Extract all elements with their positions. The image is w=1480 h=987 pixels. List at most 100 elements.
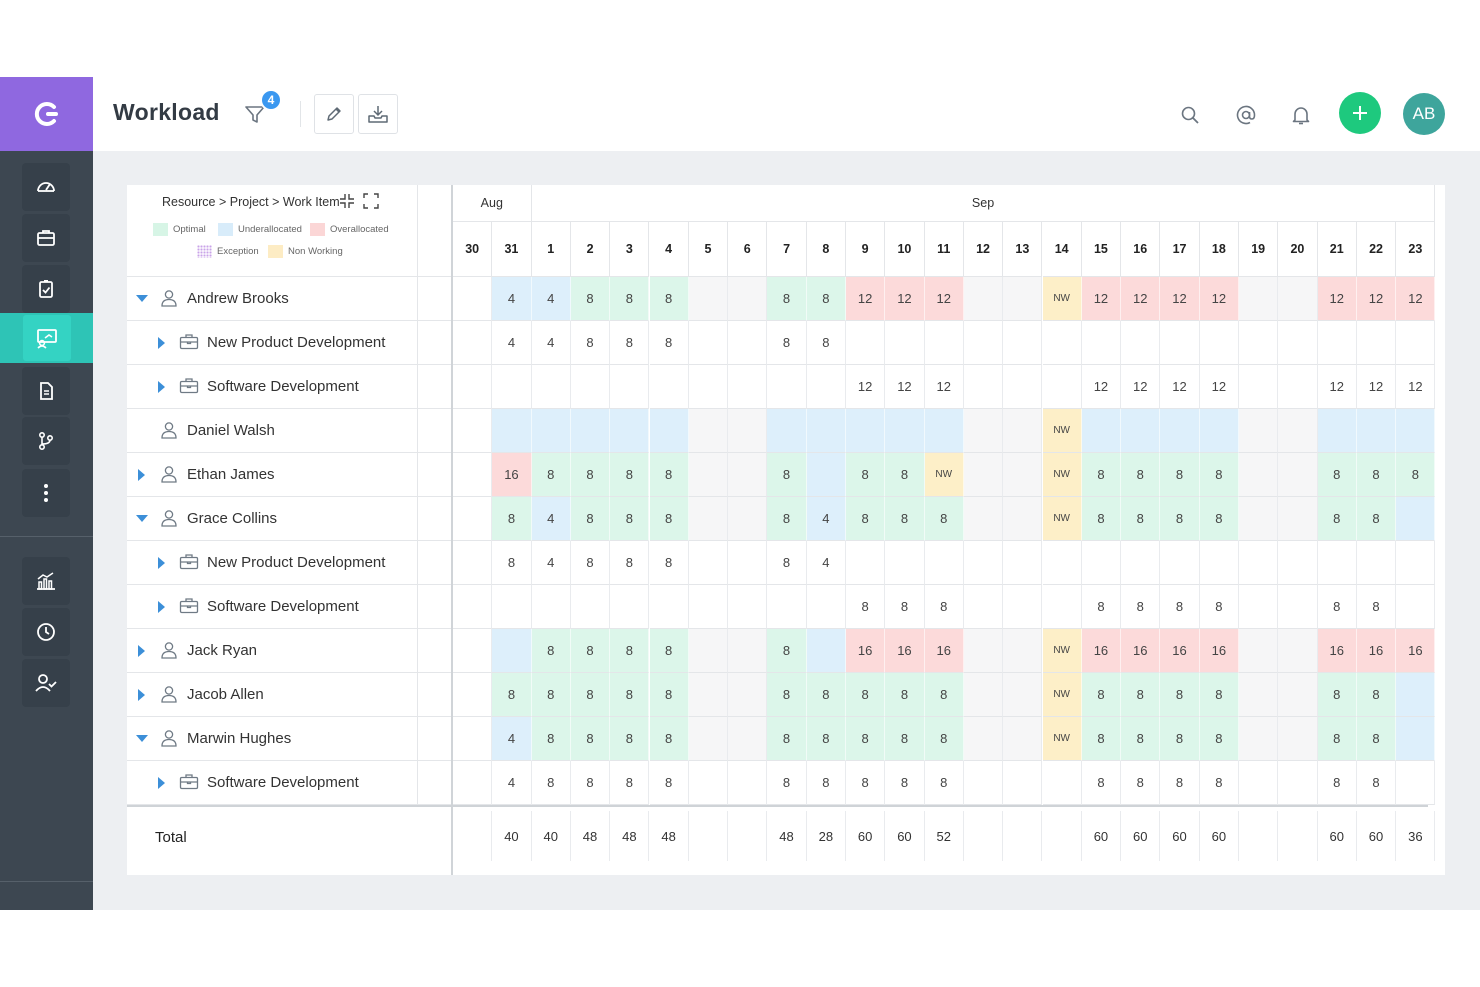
allocation-cell[interactable]: 8 (1199, 673, 1239, 717)
allocation-cell[interactable]: 8 (492, 673, 532, 717)
caret-right-icon[interactable] (156, 337, 168, 349)
allocation-cell[interactable]: 4 (531, 497, 571, 541)
caret-down-icon[interactable] (136, 733, 148, 745)
allocation-cell[interactable]: 12 (924, 365, 964, 409)
allocation-cell[interactable]: 12 (1396, 277, 1436, 321)
allocation-cell[interactable]: 12 (1317, 277, 1357, 321)
allocation-cell[interactable]: 8 (1081, 585, 1122, 629)
allocation-cell[interactable]: 8 (610, 673, 650, 717)
allocation-cell[interactable]: 8 (885, 761, 925, 805)
resource-row[interactable]: Jacob Allen (127, 673, 452, 717)
allocation-cell[interactable]: 8 (1356, 585, 1397, 629)
allocation-cell[interactable] (649, 409, 689, 453)
allocation-cell[interactable]: 8 (649, 541, 689, 585)
allocation-cell[interactable]: 12 (1356, 277, 1397, 321)
allocation-cell[interactable]: 8 (1121, 761, 1161, 805)
allocation-cell[interactable]: 8 (649, 761, 689, 805)
allocation-cell[interactable]: 8 (1199, 761, 1239, 805)
allocation-cell[interactable]: 8 (1317, 673, 1357, 717)
allocation-cell[interactable]: 8 (610, 277, 650, 321)
allocation-cell[interactable] (728, 673, 768, 717)
allocation-cell[interactable] (728, 409, 768, 453)
allocation-cell[interactable] (1003, 673, 1043, 717)
allocation-cell[interactable] (885, 321, 925, 365)
project-row[interactable]: Software Development (127, 365, 452, 409)
allocation-cell[interactable] (610, 585, 650, 629)
allocation-cell[interactable] (1239, 321, 1279, 365)
allocation-cell[interactable] (963, 453, 1004, 497)
allocation-cell[interactable] (492, 409, 532, 453)
allocation-cell[interactable]: 8 (531, 629, 571, 673)
allocation-cell[interactable] (1003, 365, 1043, 409)
allocation-cell[interactable] (924, 409, 964, 453)
allocation-cell[interactable]: 8 (767, 717, 807, 761)
allocation-cell[interactable] (492, 365, 532, 409)
allocation-cell[interactable] (728, 717, 768, 761)
allocation-cell[interactable] (767, 365, 807, 409)
allocation-cell[interactable]: 16 (492, 453, 532, 497)
allocation-cell[interactable] (453, 321, 493, 365)
allocation-cell[interactable] (492, 629, 532, 673)
sidebar-item-more[interactable] (22, 469, 70, 517)
allocation-cell[interactable] (1239, 409, 1279, 453)
allocation-cell[interactable]: 4 (492, 277, 532, 321)
allocation-cell[interactable]: 8 (1081, 717, 1122, 761)
allocation-cell[interactable]: 4 (806, 541, 846, 585)
allocation-cell[interactable]: 8 (531, 717, 571, 761)
allocation-cell[interactable] (728, 277, 768, 321)
allocation-cell[interactable] (963, 629, 1004, 673)
allocation-cell[interactable] (453, 365, 493, 409)
allocation-cell[interactable] (453, 585, 493, 629)
allocation-cell[interactable]: 8 (1121, 673, 1161, 717)
allocation-cell[interactable]: 12 (1121, 277, 1161, 321)
allocation-cell[interactable] (1081, 409, 1122, 453)
allocation-cell[interactable]: NW (1042, 277, 1082, 321)
allocation-cell[interactable] (1003, 321, 1043, 365)
allocation-cell[interactable] (1042, 365, 1082, 409)
pane-divider[interactable] (451, 185, 453, 875)
allocation-cell[interactable]: 8 (806, 321, 846, 365)
allocation-cell[interactable]: 8 (1317, 761, 1357, 805)
allocation-cell[interactable] (1239, 497, 1279, 541)
allocation-cell[interactable]: 4 (492, 717, 532, 761)
allocation-cell[interactable]: 8 (531, 761, 571, 805)
allocation-cell[interactable] (1003, 497, 1043, 541)
allocation-cell[interactable] (688, 761, 729, 805)
caret-right-icon[interactable] (136, 645, 148, 657)
caret-right-icon[interactable] (136, 689, 148, 701)
allocation-cell[interactable] (570, 365, 611, 409)
project-row[interactable]: Software Development (127, 585, 452, 629)
allocation-cell[interactable]: 8 (846, 453, 886, 497)
allocation-cell[interactable]: 12 (1081, 277, 1122, 321)
allocation-cell[interactable]: 16 (1317, 629, 1357, 673)
allocation-cell[interactable]: 4 (531, 277, 571, 321)
allocation-cell[interactable] (1042, 585, 1082, 629)
allocation-cell[interactable] (1003, 717, 1043, 761)
allocation-cell[interactable]: 8 (1160, 761, 1200, 805)
allocation-cell[interactable]: 8 (846, 497, 886, 541)
allocation-cell[interactable] (453, 409, 493, 453)
allocation-cell[interactable]: 8 (610, 321, 650, 365)
allocation-cell[interactable] (1003, 761, 1043, 805)
allocation-cell[interactable]: 8 (924, 673, 964, 717)
allocation-cell[interactable]: 8 (1121, 497, 1161, 541)
allocation-cell[interactable] (963, 673, 1004, 717)
allocation-cell[interactable]: NW (1042, 673, 1082, 717)
allocation-cell[interactable]: 12 (1160, 365, 1200, 409)
allocation-cell[interactable] (1356, 321, 1397, 365)
sidebar-item-users[interactable] (22, 659, 70, 707)
allocation-cell[interactable]: 8 (1121, 717, 1161, 761)
allocation-cell[interactable] (1121, 409, 1161, 453)
search-button[interactable] (1176, 101, 1204, 129)
allocation-cell[interactable]: 16 (1356, 629, 1397, 673)
allocation-cell[interactable] (688, 409, 729, 453)
allocation-cell[interactable] (1239, 277, 1279, 321)
allocation-cell[interactable]: 16 (846, 629, 886, 673)
allocation-cell[interactable]: 8 (767, 321, 807, 365)
allocation-cell[interactable] (728, 453, 768, 497)
allocation-cell[interactable]: 8 (1121, 453, 1161, 497)
sidebar-item-documents[interactable] (22, 367, 70, 415)
allocation-cell[interactable]: 8 (649, 497, 689, 541)
allocation-cell[interactable] (1278, 761, 1318, 805)
allocation-cell[interactable] (1239, 585, 1279, 629)
